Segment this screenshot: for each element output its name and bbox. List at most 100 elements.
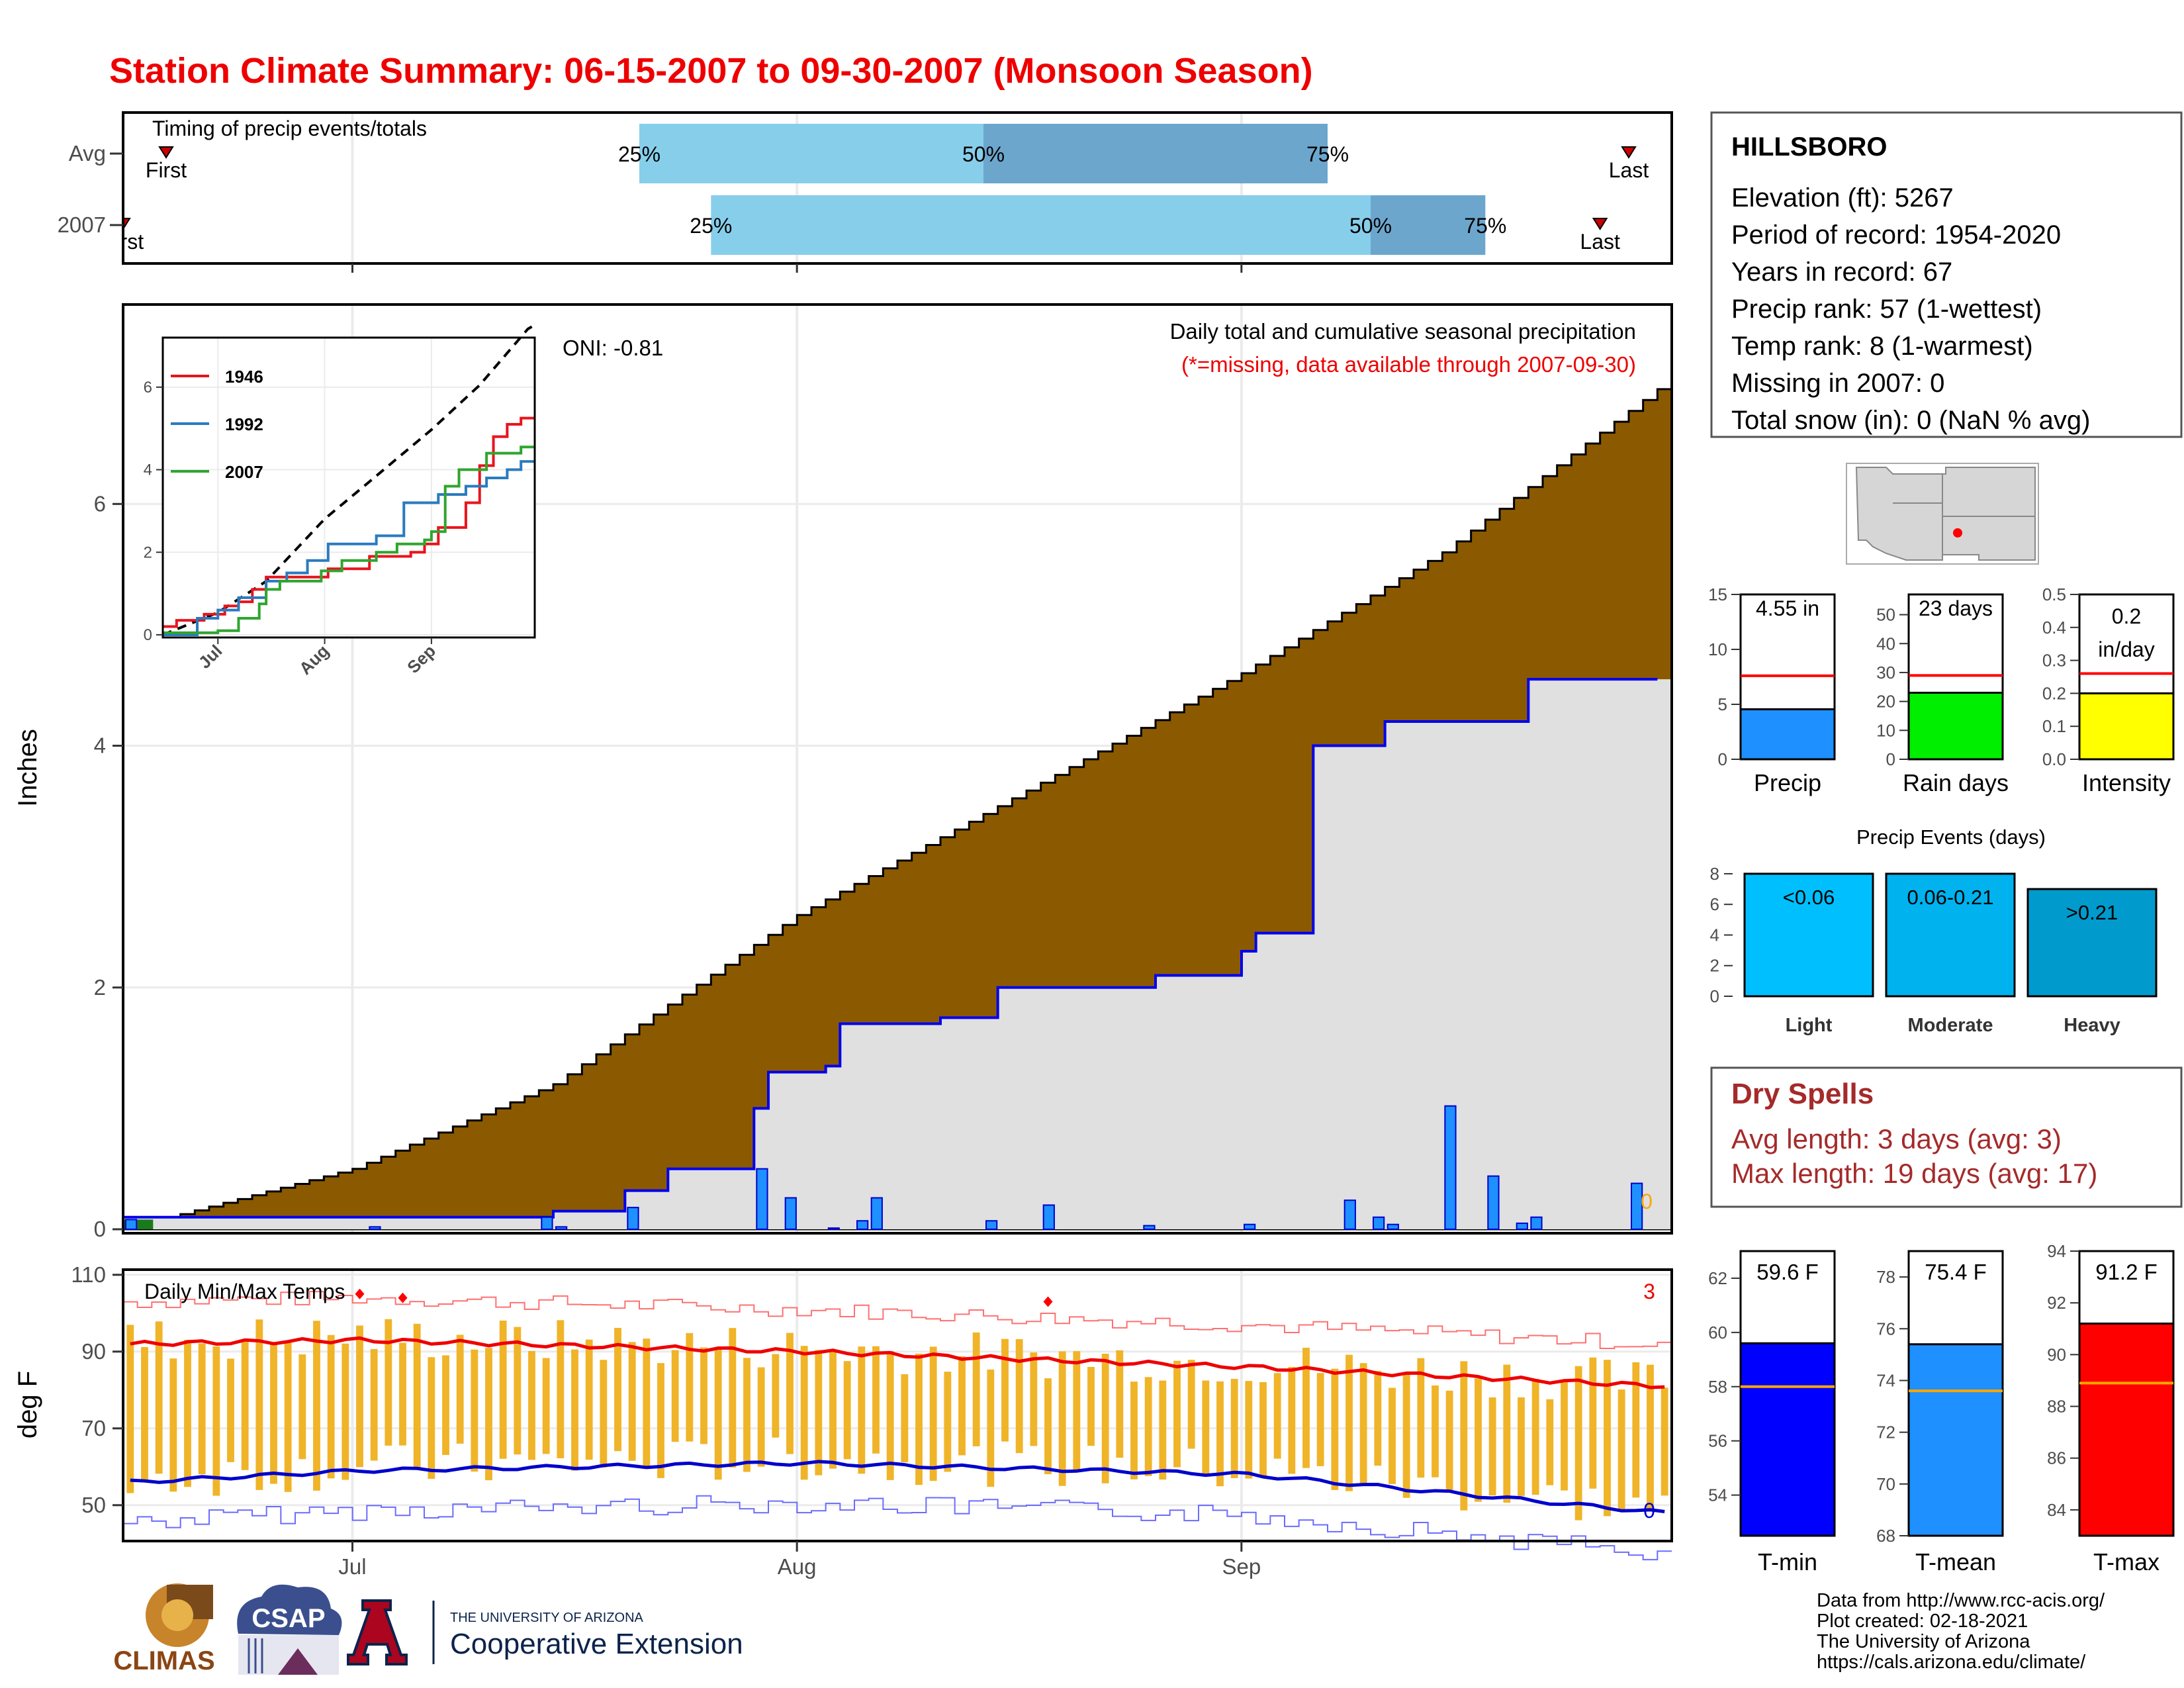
daily-temp-bar [571,1349,578,1471]
daily-temp-bar [270,1342,277,1484]
timing-last-label: Last [1580,230,1620,254]
precip-event-range-label: 0.06-0.21 [1907,886,1994,909]
timing-bar-25-50 [639,124,983,183]
stat-value-label: 4.55 in [1756,596,1819,620]
stat-y-tick-label: 0.2 [2042,683,2066,703]
timing-first-marker [158,146,174,159]
daily-temp-bar [643,1338,651,1468]
timing-p25-label: 25% [690,214,732,238]
temp-bar-label: T-min [1758,1548,1817,1575]
daily-temp-bar [600,1360,608,1468]
daily-temp-bar [815,1350,823,1476]
temp-bar-y-tick-label: 60 [1708,1323,1727,1342]
daily-precip-bar [1373,1216,1385,1230]
precip-y-tick-label: 6 [94,491,106,516]
daily-temp-bar [1561,1381,1568,1491]
events-y-tick-label: 0 [1710,986,1719,1006]
stat-y-tick-label: 30 [1876,663,1895,682]
temp-bar-y-tick-label: 86 [2047,1448,2066,1468]
daily-temp-bar [800,1346,808,1480]
daily-temp-bar [1402,1374,1410,1498]
daily-temp-bar [126,1325,134,1493]
temp-y-tick-label: 50 [81,1493,106,1517]
temp-bar-y-tick-label: 56 [1708,1431,1727,1451]
daily-temp-bar [614,1328,621,1452]
daily-temp-bar [1460,1361,1468,1511]
daily-temp-bar [141,1346,148,1481]
temp-bar-value-label: 59.6 F [1756,1260,1819,1284]
stat-y-tick-label: 0.4 [2042,618,2066,637]
daily-precip-bar [784,1197,797,1231]
daily-temp-bar [542,1358,550,1454]
daily-temp-bar [1044,1378,1052,1474]
temp-bar-y-tick-label: 74 [1876,1370,1895,1390]
daily-temp-bar [1574,1366,1582,1521]
timing-row-label-year: 2007 [58,212,106,237]
station-line: Total snow (in): 0 (NaN % avg) [1731,406,2090,435]
temp-bar-y-tick-label: 62 [1708,1268,1727,1288]
temp-y-label: deg F [13,1371,42,1438]
daily-temp-bar [442,1355,449,1455]
dry-spells-title: Dry Spells [1731,1078,1874,1110]
daily-temp-bar [456,1335,464,1444]
timing-clip-mask [79,114,122,262]
daily-temp-bar [399,1342,406,1446]
daily-temp-bar [370,1348,378,1461]
timing-bar-50-75 [983,124,1328,183]
daily-temp-bar [169,1358,177,1492]
precip-event-category-label: Heavy [2064,1015,2120,1036]
stat-y-tick-label: 15 [1708,585,1727,604]
daily-precip-bar [1530,1216,1543,1230]
daily-temp-bar [1345,1354,1353,1491]
timing-p75-label: 75% [1306,142,1349,166]
temp-bar-y-tick-label: 88 [2047,1397,2066,1417]
daily-precip-bar [627,1207,639,1230]
daily-precip-bar [369,1226,381,1230]
temp-y-tick-label: 70 [81,1416,106,1440]
daily-precip-bar [756,1168,768,1231]
temp-bar-chart: 84 86 88 90 92 94 91.2 F T-max [2047,1241,2175,1575]
temp-bar-y-tick-label: 76 [1876,1319,1895,1338]
station-line: Period of record: 1954-2020 [1731,220,2061,250]
legend-1946: 1946 [225,367,263,387]
month-tick-label: Sep [1222,1554,1261,1579]
daily-temp-bar [1374,1370,1382,1466]
temp-bar-y-tick-label: 54 [1708,1485,1727,1505]
temp-bar-y-tick-label: 94 [2047,1241,2066,1261]
temp-bar-y-tick-label: 58 [1708,1377,1727,1397]
observed-cumulative-precip-area [123,679,1672,1229]
daily-precip-bar [1042,1204,1055,1231]
daily-precip-bar [1244,1223,1256,1231]
daily-temp-bar [1216,1381,1224,1487]
station-location-marker [1953,528,1962,538]
daily-precip-bar [125,1219,138,1231]
stat-bar-chart: 0 10 20 30 40 50 23 days Rain days [1876,593,2009,796]
daily-temp-bar [757,1367,765,1467]
observed-cumulative-precip-line [123,678,1658,1219]
ua-logo-big-text: Cooperative Extension [450,1628,743,1660]
temp-bar-chart: 54 56 58 60 62 59.6 F T-min [1708,1250,1836,1575]
daily-temp-bar [1518,1397,1525,1496]
daily-temp-bar [1503,1364,1511,1503]
temp-bar-y-tick-label: 90 [2047,1344,2066,1364]
stat-value-label: 0.2 [2112,604,2141,628]
season-stats-bars: 0 5 10 15 4.55 in Precip 0 10 20 30 40 50 23 days Rai… [1708,585,2175,796]
daily-temp-bar [1101,1354,1109,1483]
timing-row-label-avg: Avg [69,141,106,165]
station-line: Years in record: 67 [1731,258,1952,287]
daily-temp-bar [385,1319,392,1446]
daily-temp-bar [356,1325,363,1468]
climas-logo-text: CLIMAS [113,1646,214,1675]
stat-y-tick-label: 10 [1876,720,1895,740]
daily-temp-bar [241,1340,249,1470]
stat-bar-chart: 0.0 0.1 0.2 0.3 0.4 0.5 0.2 in/day Intensity [2042,585,2175,796]
timing-title: Timing of precip events/totals [152,117,427,140]
daily-temp-bar [1273,1373,1281,1459]
timing-last-marker [1592,218,1608,230]
daily-temp-bar [298,1354,306,1460]
daily-temp-bar [585,1339,593,1460]
daily-temp-bar [212,1346,220,1496]
stat-bar-label: Rain days [1903,769,2009,796]
stat-y-tick-label: 0.1 [2042,716,2066,736]
